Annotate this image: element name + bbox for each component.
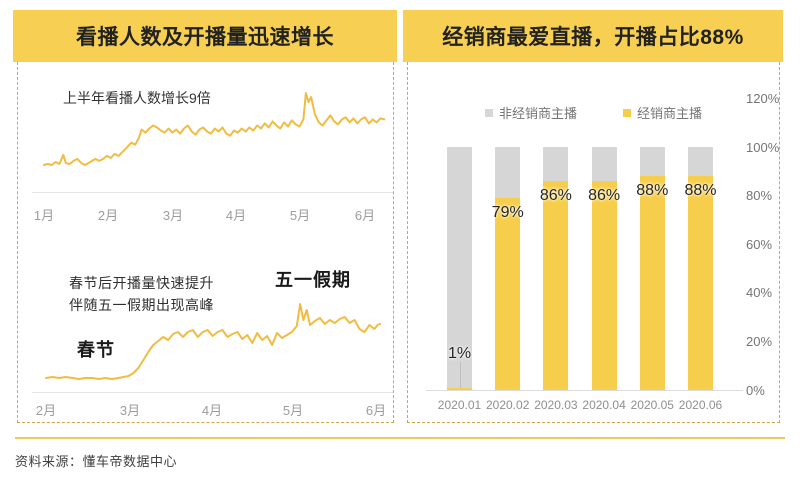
bar-2020.01 [447,147,472,390]
viewers-chart-title: 上半年看播人数增长9倍 [63,90,211,106]
bar-chart-baseline [426,390,743,391]
legend-label: 非经销商主播 [498,106,577,121]
right-panel-body: 非经销商主播 经销商主播 1% 79% 86% 86% 88% 88% 120% 100% 80… [407,62,780,423]
bar-dealer-segment [447,387,472,390]
viewers-chart-x-axis [32,192,393,193]
x-tick-label: 1月 [33,208,55,223]
x-tick-label: 4月 [225,208,247,223]
broadcasts_line-polyline [45,303,382,380]
bar-dealer-segment [495,198,521,390]
bar-category-label: 2020.05 [630,398,674,412]
y-tick-label: 60% [746,237,773,252]
left-panel-title: 看播人数及开播量迅速增长 [76,26,334,49]
bar-category-label: 2020.01 [437,398,482,412]
bar-2020.02 [495,147,521,390]
y-tick-label: 20% [746,334,773,349]
broadcast-annotation-line2: 伴随五一假期出现高峰 [69,297,214,313]
viewers-line-chart [43,92,386,166]
x-tick-label: 2月 [35,403,57,418]
right-panel-title: 经销商最爱直播，开播占比88% [442,26,744,49]
broadcasts-line-chart [45,303,382,380]
bar-2020.03 [543,147,569,390]
source-note: 资料来源：懂车帝数据中心 [15,454,178,469]
bar-value-label: 86% [588,187,621,204]
y-tick-label: 0% [746,383,765,398]
bar-2020.06 [688,147,713,390]
y-tick-label: 80% [746,188,773,203]
left-panel-header: 看播人数及开播量迅速增长 [13,10,397,62]
bar-2020.05 [639,147,665,390]
x-tick-label: 5月 [289,208,311,223]
legend-swatch-icon [623,108,631,117]
bar-category-label: 2020.06 [678,398,723,412]
legend-swatch-icon [484,108,493,117]
y-tick-label: 120% [746,91,780,106]
footer-divider [15,437,785,439]
left-panel-body: 上半年看播人数增长9倍 1月 2月 3月 4月 5月 6月 春节后开播量快速提升 伴随五一… [17,62,394,423]
broadcast-annotation-line1: 春节后开播量快速提升 [69,275,214,291]
y-tick-label: 100% [746,140,780,155]
x-tick-label: 6月 [354,208,376,223]
bar-dealer-segment [591,181,617,390]
legend-label: 经销商主播 [637,106,703,121]
bar-category-label: 2020.02 [485,398,530,412]
bar-value-label: 88% [684,182,717,199]
bar-value-label: 86% [539,187,572,204]
bar-chart-legend: 非经销商主播 经销商主播 [408,103,779,122]
legend-item: 非经销商主播 [484,103,577,122]
bar-chart-plot-area: 1% 79% 86% 86% 88% 88% [408,62,779,422]
bar-dealer-segment [639,176,665,390]
bar-value-label: 1% [447,345,472,362]
x-tick-label: 6月 [365,403,387,418]
x-tick-label: 5月 [282,403,304,418]
bar-category-label: 2020.03 [534,398,578,412]
viewers_line-polyline [43,92,386,166]
bar-value-label: 88% [636,182,669,199]
bar-category-label: 2020.04 [582,398,626,412]
x-tick-label: 3月 [119,403,141,418]
y-tick-label: 40% [746,285,773,300]
bar-dealer-segment [688,176,713,390]
right-panel-header: 经销商最爱直播，开播占比88% [403,10,783,62]
x-tick-label: 3月 [162,208,184,223]
spring-festival-label: 春节 [77,340,115,360]
may-holiday-label: 五一假期 [275,270,351,290]
x-tick-label: 2月 [97,208,119,223]
bar-2020.04 [591,147,617,390]
bar-value-label: 79% [491,204,524,221]
bar-value-leader-line [459,362,461,388]
legend-item: 经销商主播 [623,103,702,122]
broadcasts-chart-x-axis [32,392,393,393]
bar-dealer-segment [543,181,569,390]
x-tick-label: 4月 [201,403,223,418]
